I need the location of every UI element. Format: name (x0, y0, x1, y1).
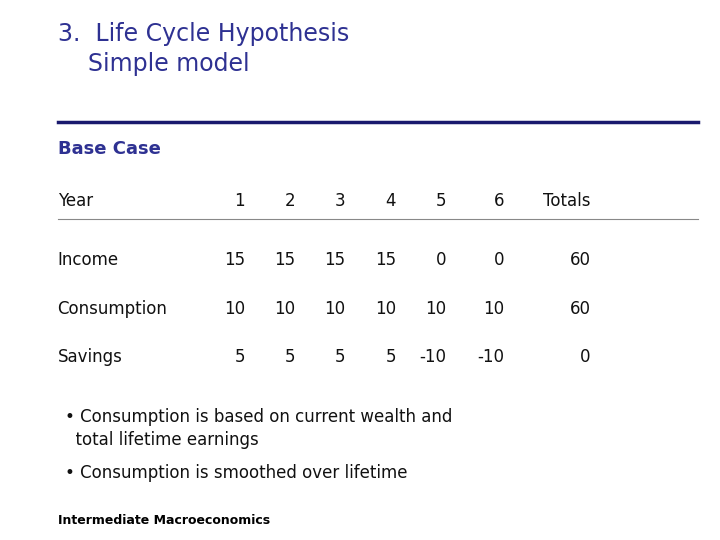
Text: 15: 15 (325, 251, 346, 269)
Text: 10: 10 (426, 300, 446, 318)
Text: Intermediate Macroeconomics: Intermediate Macroeconomics (58, 514, 270, 526)
Text: 5: 5 (385, 348, 396, 366)
Text: 10: 10 (375, 300, 396, 318)
Text: 60: 60 (570, 300, 590, 318)
Text: 15: 15 (224, 251, 245, 269)
Text: -10: -10 (477, 348, 504, 366)
Text: Base Case: Base Case (58, 140, 161, 158)
Text: 5: 5 (234, 348, 245, 366)
Text: 0: 0 (493, 251, 504, 269)
Text: • Consumption is based on current wealth and
  total lifetime earnings: • Consumption is based on current wealth… (65, 408, 452, 449)
Text: 10: 10 (325, 300, 346, 318)
Text: Totals: Totals (543, 192, 590, 210)
Text: 0: 0 (436, 251, 446, 269)
Text: 15: 15 (375, 251, 396, 269)
Text: 0: 0 (580, 348, 590, 366)
Text: 5: 5 (436, 192, 446, 210)
Text: 4: 4 (385, 192, 396, 210)
Text: 10: 10 (224, 300, 245, 318)
Text: 6: 6 (493, 192, 504, 210)
Text: • Consumption is smoothed over lifetime: • Consumption is smoothed over lifetime (65, 464, 408, 482)
Text: 3: 3 (335, 192, 346, 210)
Text: 1: 1 (234, 192, 245, 210)
Text: 15: 15 (274, 251, 295, 269)
Text: Savings: Savings (58, 348, 122, 366)
Text: 3.  Life Cycle Hypothesis
    Simple model: 3. Life Cycle Hypothesis Simple model (58, 22, 349, 76)
Text: Year: Year (58, 192, 93, 210)
Text: 5: 5 (335, 348, 346, 366)
Text: 2: 2 (284, 192, 295, 210)
Text: 5: 5 (284, 348, 295, 366)
Text: 10: 10 (274, 300, 295, 318)
Text: -10: -10 (419, 348, 446, 366)
Text: 10: 10 (483, 300, 504, 318)
Text: Consumption: Consumption (58, 300, 168, 318)
Text: 60: 60 (570, 251, 590, 269)
Text: Income: Income (58, 251, 119, 269)
